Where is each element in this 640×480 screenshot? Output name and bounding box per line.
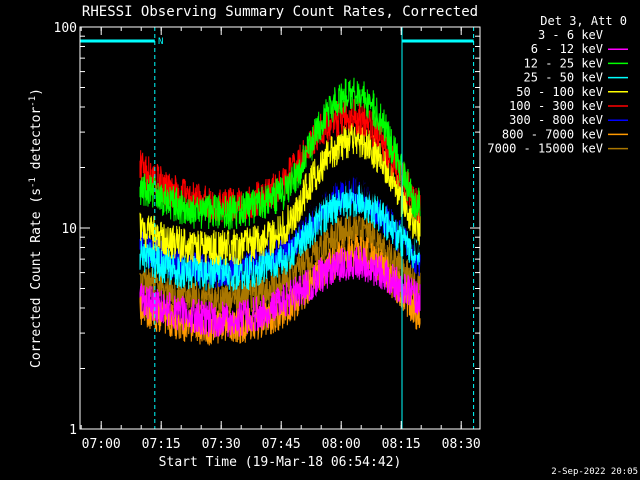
y-axis-label: Corrected Count Rate (s-1 detector-1) [28, 88, 44, 368]
legend-label-5: 100 - 300 keV [509, 99, 603, 113]
chart-title: RHESSI Observing Summary Count Rates, Co… [82, 4, 478, 20]
y-axis-label-main: Corrected Count Rate (s [29, 188, 44, 368]
x-tick-label-4: 08:00 [322, 437, 361, 452]
x-tick-label-6: 08:30 [442, 437, 481, 452]
y-axis-label-mid: detector [29, 107, 44, 178]
y-axis-label-sup-2: -1 [28, 96, 38, 107]
x-ticks: 07:00 07:15 07:30 07:45 08:00 08:15 08:30 [80, 27, 481, 452]
annotation-n: N [158, 37, 163, 47]
x-tick-label-3: 07:45 [262, 437, 301, 452]
series-line-800-7000-kev [139, 234, 421, 346]
series-line-6-12-kev [139, 245, 421, 338]
legend-header: Det 3, Att 0 [540, 14, 627, 28]
y-tick-label-0: 1 [69, 423, 77, 438]
x-axis-label: Start Time (19-Mar-18 06:54:42) [159, 455, 402, 470]
x-tick-label-2: 07:30 [202, 437, 241, 452]
legend-label-3: 25 - 50 keV [524, 71, 603, 85]
x-tick-label-0: 07:00 [82, 437, 121, 452]
legend-label-2: 12 - 25 keV [524, 56, 603, 70]
x-tick-label-1: 07:15 [142, 437, 181, 452]
y-tick-label-2: 100 [54, 21, 77, 36]
y-ticks: 1 10 100 [54, 21, 480, 438]
legend-label-4: 50 - 100 keV [516, 85, 603, 99]
plot-area [139, 77, 421, 346]
legend-label-1: 6 - 12 keV [531, 42, 603, 56]
legend-label-7: 800 - 7000 keV [502, 127, 603, 141]
legend-label-6: 300 - 800 keV [509, 113, 603, 127]
legend-label-0: 3 - 6 keV [538, 28, 603, 42]
legend-label-8: 7000 - 15000 keV [487, 142, 603, 156]
x-tick-label-5: 08:15 [382, 437, 421, 452]
y-tick-label-1: 10 [61, 222, 77, 237]
series-line-12-25-kev [139, 77, 421, 230]
y-axis-label-sup-1: -1 [28, 177, 38, 188]
series-line-50-100-kev [139, 123, 421, 266]
y-axis-label-end: ) [29, 88, 44, 96]
series-line-25-50-kev [139, 182, 421, 292]
timestamp: 2-Sep-2022 20:05 [551, 467, 638, 477]
